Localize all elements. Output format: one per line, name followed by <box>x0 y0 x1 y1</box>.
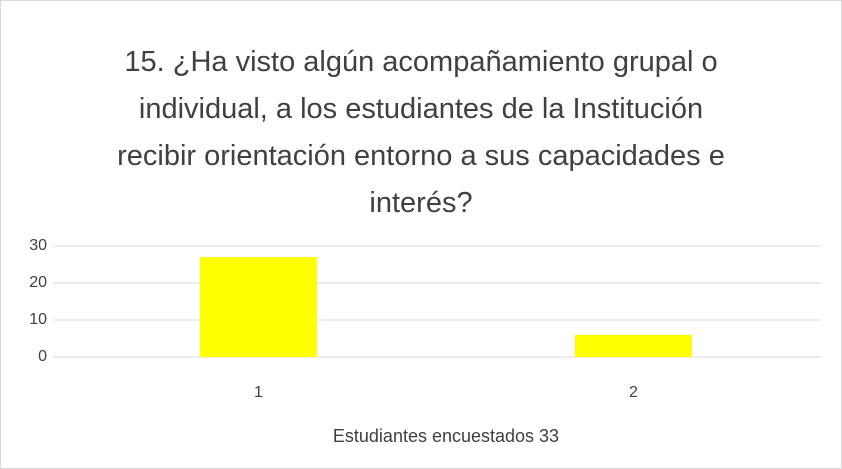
y-tick-label: 0 <box>38 348 47 365</box>
chart-title: 15. ¿Ha visto algún acompañamiento grupa… <box>117 46 725 219</box>
y-tick-label: 20 <box>29 274 47 291</box>
y-tick-label: 10 <box>29 311 47 328</box>
bar <box>575 334 692 357</box>
bar <box>200 257 317 357</box>
x-tick-label: 1 <box>254 384 263 401</box>
y-tick-label: 30 <box>29 237 47 254</box>
x-tick-label: 2 <box>629 384 638 401</box>
x-axis-title: Estudiantes encuestados 33 <box>333 426 559 446</box>
